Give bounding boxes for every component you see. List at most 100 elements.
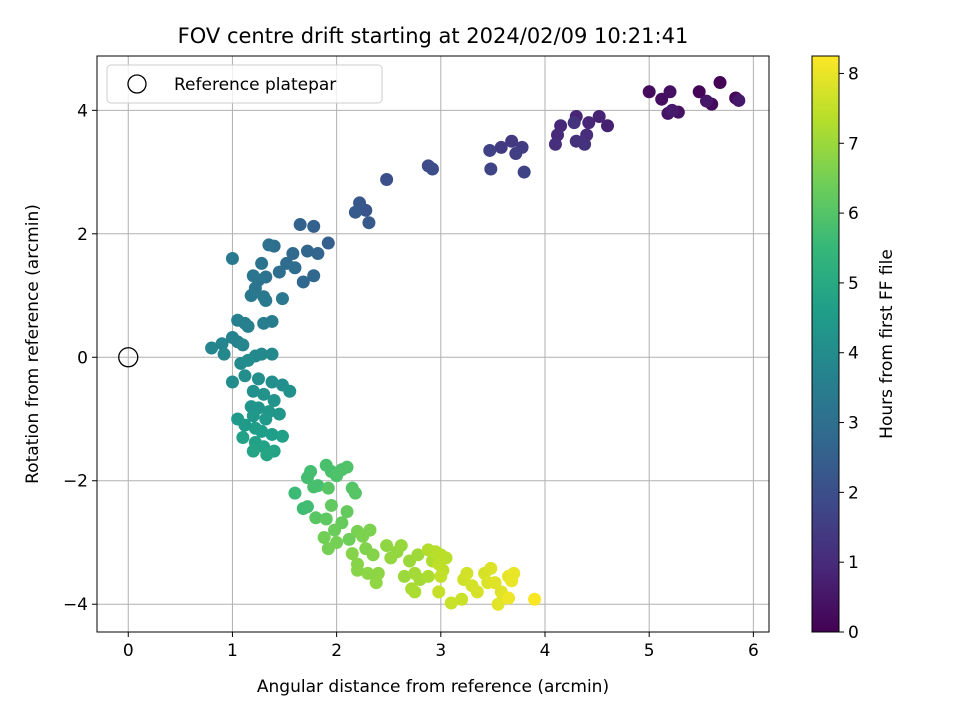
data-point [231,313,245,327]
colorbar-tick-label: 5 [848,274,859,294]
data-point [307,219,321,233]
data-point [265,347,279,361]
data-point [262,238,276,252]
data-point [548,137,562,151]
data-point [369,576,383,590]
data-point [528,592,542,606]
data-point [307,480,321,494]
data-point [517,165,531,179]
colorbar-tick-label: 2 [848,483,859,503]
data-point [434,569,448,583]
data-point [300,471,314,485]
colorbar-label: Hours from first FF file [877,249,897,439]
data-point [300,500,314,514]
data-point [348,486,362,500]
colorbar-tick-label: 4 [848,344,859,364]
data-point [713,76,727,90]
data-point [460,566,474,580]
data-point [272,265,286,279]
data-point [366,548,380,562]
data-point [732,93,746,107]
data-point [324,498,338,512]
colorbar-ticks: 0 1 2 3 4 5 6 7 8 [839,64,859,643]
legend-box [106,64,383,104]
colorbar: 0 1 2 3 4 5 6 7 8 Hours from first FF file [811,55,897,643]
data-point [502,591,516,605]
data-point [265,375,279,389]
chart-title: FOV centre drift starting at 2024/02/09 … [178,24,689,48]
data-point [655,92,669,106]
data-point [330,469,344,483]
data-point [288,486,302,500]
data-point [246,384,260,398]
data-point [205,341,219,355]
reference-point [118,347,139,368]
data-point [246,409,260,423]
colorbar-tick-label: 7 [848,134,859,154]
data-point [411,548,425,562]
data-point [275,429,289,443]
x-tick-label: 3 [435,641,446,661]
data-point [582,116,596,130]
x-tick-label: 0 [123,641,134,661]
data-point [592,110,606,124]
data-point [319,512,333,526]
data-point [699,94,713,108]
data-point [317,531,331,545]
data-point [260,448,274,462]
data-point [642,85,656,99]
data-point [425,162,439,176]
scatter-points [205,76,746,611]
y-axis-label: Rotation from reference (arcmin) [23,204,43,484]
y-tick-label: −2 [63,472,88,492]
data-point [567,116,581,130]
data-point [259,412,273,426]
data-point [241,353,255,367]
data-point [330,535,344,549]
plot-frame [96,55,770,633]
data-point [259,293,273,307]
data-point [362,216,376,230]
data-point [307,269,321,283]
data-point [217,347,231,361]
colorbar-tick-label: 3 [848,414,859,434]
data-point [246,444,260,458]
data-point [663,85,677,99]
x-tick-label: 2 [331,641,342,661]
data-point [455,592,469,606]
data-point [483,143,497,157]
data-point [421,569,435,583]
data-point [491,597,505,611]
x-tick-label: 5 [644,641,655,661]
data-point [397,569,411,583]
data-point [275,292,289,306]
data-point [255,256,269,270]
data-point [484,561,498,575]
data-point [236,431,250,445]
y-tick-label: 0 [77,348,88,368]
data-point [394,539,408,553]
data-point [328,523,342,537]
data-point [251,273,265,287]
data-point [272,407,286,421]
data-point [444,596,458,610]
data-point [348,205,362,219]
data-point [505,134,519,148]
data-point [236,338,250,352]
data-point [215,337,229,351]
data-point [265,427,279,441]
data-point [665,103,679,117]
data-point [293,218,307,232]
colorbar-tick-label: 1 [848,553,859,573]
data-point [380,539,394,553]
legend-marker [127,74,147,94]
data-point [267,393,281,407]
x-tick-label: 1 [227,641,238,661]
colorbar-tick-label: 6 [848,204,859,224]
axis-ticks: 0 1 2 3 4 5 6 −4 −2 0 2 4 [63,101,759,661]
data-point [251,372,265,386]
x-tick-label: 4 [540,641,551,661]
data-point [601,119,615,133]
